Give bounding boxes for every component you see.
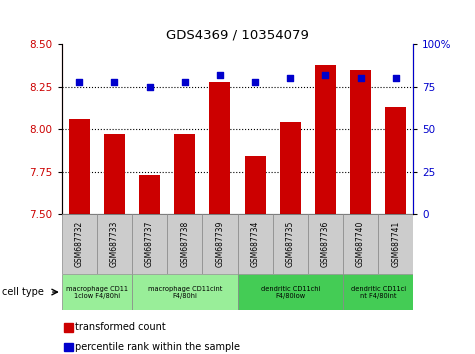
Text: dendritic CD11chi
F4/80low: dendritic CD11chi F4/80low xyxy=(260,286,320,298)
Text: percentile rank within the sample: percentile rank within the sample xyxy=(75,342,240,352)
Point xyxy=(146,84,153,90)
Text: GSM687741: GSM687741 xyxy=(391,221,400,267)
Bar xyxy=(343,274,413,310)
Text: GSM687732: GSM687732 xyxy=(75,221,84,267)
Point xyxy=(286,75,294,81)
Text: GSM687733: GSM687733 xyxy=(110,221,119,268)
Text: GSM687735: GSM687735 xyxy=(286,221,294,268)
Text: GSM687737: GSM687737 xyxy=(145,221,154,268)
Text: cell type: cell type xyxy=(2,287,44,297)
Point xyxy=(111,79,118,85)
Bar xyxy=(64,323,73,332)
Text: dendritic CD11ci
nt F4/80int: dendritic CD11ci nt F4/80int xyxy=(351,286,406,298)
Bar xyxy=(97,214,132,274)
Bar xyxy=(139,175,160,214)
Bar xyxy=(343,214,378,274)
Bar xyxy=(280,122,301,214)
Bar xyxy=(238,214,273,274)
Point xyxy=(322,72,329,78)
Point xyxy=(392,75,399,81)
Bar xyxy=(132,214,167,274)
Text: transformed count: transformed count xyxy=(75,322,166,332)
Point xyxy=(76,79,83,85)
Bar xyxy=(245,156,266,214)
Bar xyxy=(238,274,343,310)
Text: GSM687734: GSM687734 xyxy=(251,221,259,268)
Bar xyxy=(350,70,371,214)
Bar xyxy=(273,214,308,274)
Bar xyxy=(202,214,238,274)
Bar xyxy=(209,82,230,214)
Bar xyxy=(167,214,202,274)
Point xyxy=(216,72,224,78)
Bar xyxy=(69,119,90,214)
Bar xyxy=(62,214,97,274)
Bar xyxy=(104,134,125,214)
Text: GSM687736: GSM687736 xyxy=(321,221,330,268)
Bar xyxy=(62,274,132,310)
Bar xyxy=(308,214,343,274)
Point xyxy=(251,79,259,85)
Bar xyxy=(378,214,413,274)
Bar xyxy=(385,107,406,214)
Text: macrophage CD11cint
F4/80hi: macrophage CD11cint F4/80hi xyxy=(148,286,222,298)
Text: GSM687740: GSM687740 xyxy=(356,221,365,268)
Text: GSM687738: GSM687738 xyxy=(180,221,189,267)
Text: GSM687739: GSM687739 xyxy=(216,221,224,268)
Bar xyxy=(132,274,238,310)
Bar xyxy=(315,65,336,214)
Point xyxy=(181,79,189,85)
Text: macrophage CD11
1clow F4/80hi: macrophage CD11 1clow F4/80hi xyxy=(66,286,128,298)
Bar xyxy=(174,134,195,214)
Bar xyxy=(64,343,73,351)
Point xyxy=(357,75,364,81)
Title: GDS4369 / 10354079: GDS4369 / 10354079 xyxy=(166,29,309,42)
